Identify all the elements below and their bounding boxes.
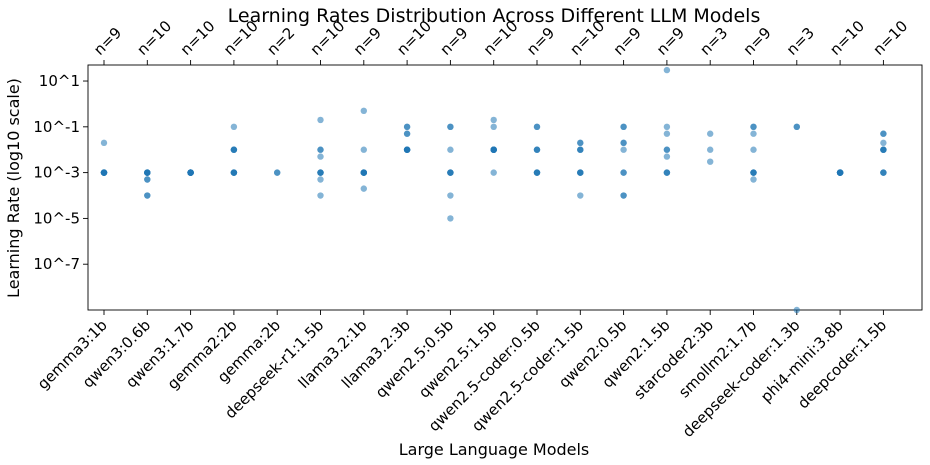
data-point: [317, 176, 324, 183]
data-point: [880, 146, 887, 153]
data-point: [317, 146, 324, 153]
data-point: [620, 146, 627, 153]
sample-count-label: n=9: [653, 24, 688, 59]
data-point: [317, 169, 324, 176]
data-point: [620, 192, 627, 199]
data-point: [880, 169, 887, 176]
sample-count-label: n=9: [610, 24, 645, 59]
data-point: [144, 192, 151, 199]
sample-count-label: n=9: [350, 24, 385, 59]
data-point: [836, 169, 844, 176]
data-point: [100, 169, 108, 176]
data-point: [187, 169, 194, 176]
data-point: [750, 176, 757, 183]
chart-title: Learning Rates Distribution Across Diffe…: [228, 5, 761, 27]
data-point: [620, 139, 627, 147]
data-point: [230, 146, 238, 153]
data-point: [490, 169, 497, 176]
data-point: [707, 146, 714, 153]
data-point: [793, 123, 800, 131]
data-point: [663, 130, 671, 137]
data-point: [447, 169, 454, 176]
data-point: [663, 123, 671, 131]
sample-count-label: n=10: [826, 17, 868, 59]
data-point: [403, 130, 411, 137]
data-point: [360, 185, 367, 192]
data-point: [663, 153, 671, 160]
data-point: [577, 169, 584, 176]
sample-count-label: n=10: [870, 17, 912, 59]
data-point: [663, 146, 671, 153]
sample-count-label: n=10: [177, 17, 219, 59]
data-point: [490, 146, 497, 153]
data-point: [317, 153, 324, 160]
data-point: [750, 146, 757, 153]
data-point: [317, 192, 324, 199]
sample-count-label: n=2: [263, 24, 298, 59]
data-point: [533, 146, 541, 153]
x-axis-label: Large Language Models: [399, 440, 590, 459]
data-point: [533, 169, 541, 176]
sample-count-label: n=3: [783, 24, 818, 59]
data-point: [750, 169, 757, 176]
data-point: [577, 192, 584, 199]
data-point: [447, 192, 454, 199]
data-point: [880, 130, 887, 137]
data-point: [750, 130, 757, 137]
data-point: [360, 146, 367, 153]
y-axis-ticks: 10^1 10^-1 10^-3 10^-5 10^-7: [33, 72, 88, 273]
y-tick-label: 10^-3: [33, 164, 80, 182]
sample-count-label: n=9: [523, 24, 558, 59]
data-point: [490, 123, 497, 131]
sample-count-label: n=9: [740, 24, 775, 59]
data-point: [100, 139, 108, 147]
data-point: [620, 123, 627, 131]
sample-count-label: n=9: [437, 24, 472, 59]
data-point: [533, 123, 541, 131]
plot-area-frame: [87, 64, 923, 311]
data-point: [490, 116, 497, 124]
data-point: [230, 123, 238, 131]
data-point: [447, 123, 454, 131]
data-point: [274, 169, 281, 176]
data-point: [317, 116, 324, 124]
data-point: [663, 169, 671, 176]
sample-count-label: n=3: [696, 24, 731, 59]
data-point: [447, 146, 454, 153]
sample-count-label: n=9: [90, 24, 125, 59]
y-tick-label: 10^-7: [33, 255, 80, 273]
data-point: [144, 176, 151, 183]
data-point: [360, 107, 367, 115]
data-point: [707, 158, 714, 165]
data-point: [793, 306, 800, 314]
y-tick-label: 10^-1: [33, 118, 80, 136]
data-point: [663, 66, 671, 74]
data-points: [100, 66, 887, 314]
data-point: [577, 139, 584, 147]
data-point: [360, 169, 367, 176]
data-point: [707, 130, 714, 137]
data-point: [620, 169, 627, 176]
data-point: [447, 215, 454, 222]
data-point: [230, 169, 238, 176]
y-axis-label: Learning Rate (log10 scale): [4, 78, 23, 298]
data-point: [403, 123, 411, 131]
y-tick-label: 10^1: [39, 72, 80, 90]
data-point: [750, 123, 757, 131]
x-axis-ticks: gemma3:1bqwen3:0.6bqwen3:1.7bgemma2:2bge…: [34, 60, 890, 441]
data-point: [403, 146, 411, 153]
data-point: [144, 169, 151, 176]
sample-count-label: n=10: [133, 17, 175, 59]
data-point: [577, 146, 584, 153]
data-point: [880, 139, 887, 147]
y-tick-label: 10^-5: [33, 209, 80, 227]
